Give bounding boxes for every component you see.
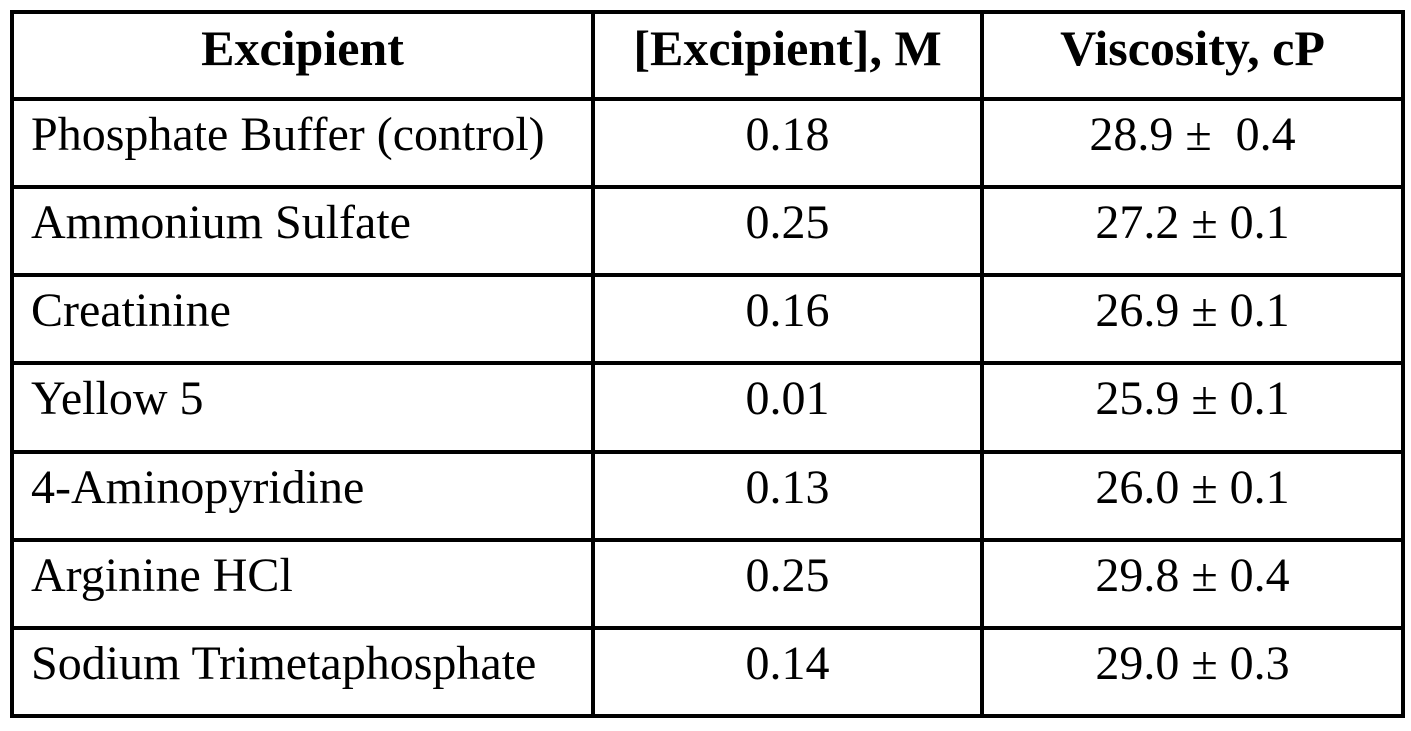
cell-excipient: 4-Aminopyridine xyxy=(10,449,595,542)
table-row: Arginine HCl 0.25 29.8 ± 0.4 xyxy=(10,537,1405,630)
cell-viscosity: 25.9 ± 0.1 xyxy=(980,361,1405,454)
cell-excipient: Ammonium Sulfate xyxy=(10,185,595,278)
cell-viscosity: 27.2 ± 0.1 xyxy=(980,185,1405,278)
cell-concentration: 0.14 xyxy=(591,625,984,719)
table-row: Ammonium Sulfate 0.25 27.2 ± 0.1 xyxy=(10,185,1405,278)
cell-concentration: 0.13 xyxy=(591,449,984,542)
cell-viscosity: 28.9 ± 0.4 xyxy=(980,96,1405,190)
cell-concentration: 0.18 xyxy=(591,96,984,190)
cell-viscosity: 29.0 ± 0.3 xyxy=(980,625,1405,719)
cell-concentration: 0.25 xyxy=(591,537,984,630)
table-row: 4-Aminopyridine 0.13 26.0 ± 0.1 xyxy=(10,449,1405,542)
cell-concentration: 0.01 xyxy=(591,361,984,454)
cell-viscosity: 29.8 ± 0.4 xyxy=(980,537,1405,630)
table-row: Phosphate Buffer (control) 0.18 28.9 ± 0… xyxy=(10,96,1405,190)
cell-viscosity: 26.9 ± 0.1 xyxy=(980,273,1405,366)
table-row: Yellow 5 0.01 25.9 ± 0.1 xyxy=(10,361,1405,454)
cell-excipient: Arginine HCl xyxy=(10,537,595,630)
cell-concentration: 0.25 xyxy=(591,185,984,278)
table-row: Creatinine 0.16 26.9 ± 0.1 xyxy=(10,273,1405,366)
table-header-row: Excipient [Excipient], M Viscosity, cP xyxy=(10,10,1405,101)
cell-viscosity: 26.0 ± 0.1 xyxy=(980,449,1405,542)
table-row: Sodium Trimetaphosphate 0.14 29.0 ± 0.3 xyxy=(10,625,1405,719)
cell-excipient: Yellow 5 xyxy=(10,361,595,454)
cell-excipient: Sodium Trimetaphosphate xyxy=(10,625,595,719)
excipient-viscosity-table: Excipient [Excipient], M Viscosity, cP P… xyxy=(10,10,1405,719)
cell-excipient: Phosphate Buffer (control) xyxy=(10,96,595,190)
column-header-concentration: [Excipient], M xyxy=(591,10,984,101)
column-header-viscosity: Viscosity, cP xyxy=(980,10,1405,101)
cell-excipient: Creatinine xyxy=(10,273,595,366)
cell-concentration: 0.16 xyxy=(591,273,984,366)
column-header-excipient: Excipient xyxy=(10,10,595,101)
